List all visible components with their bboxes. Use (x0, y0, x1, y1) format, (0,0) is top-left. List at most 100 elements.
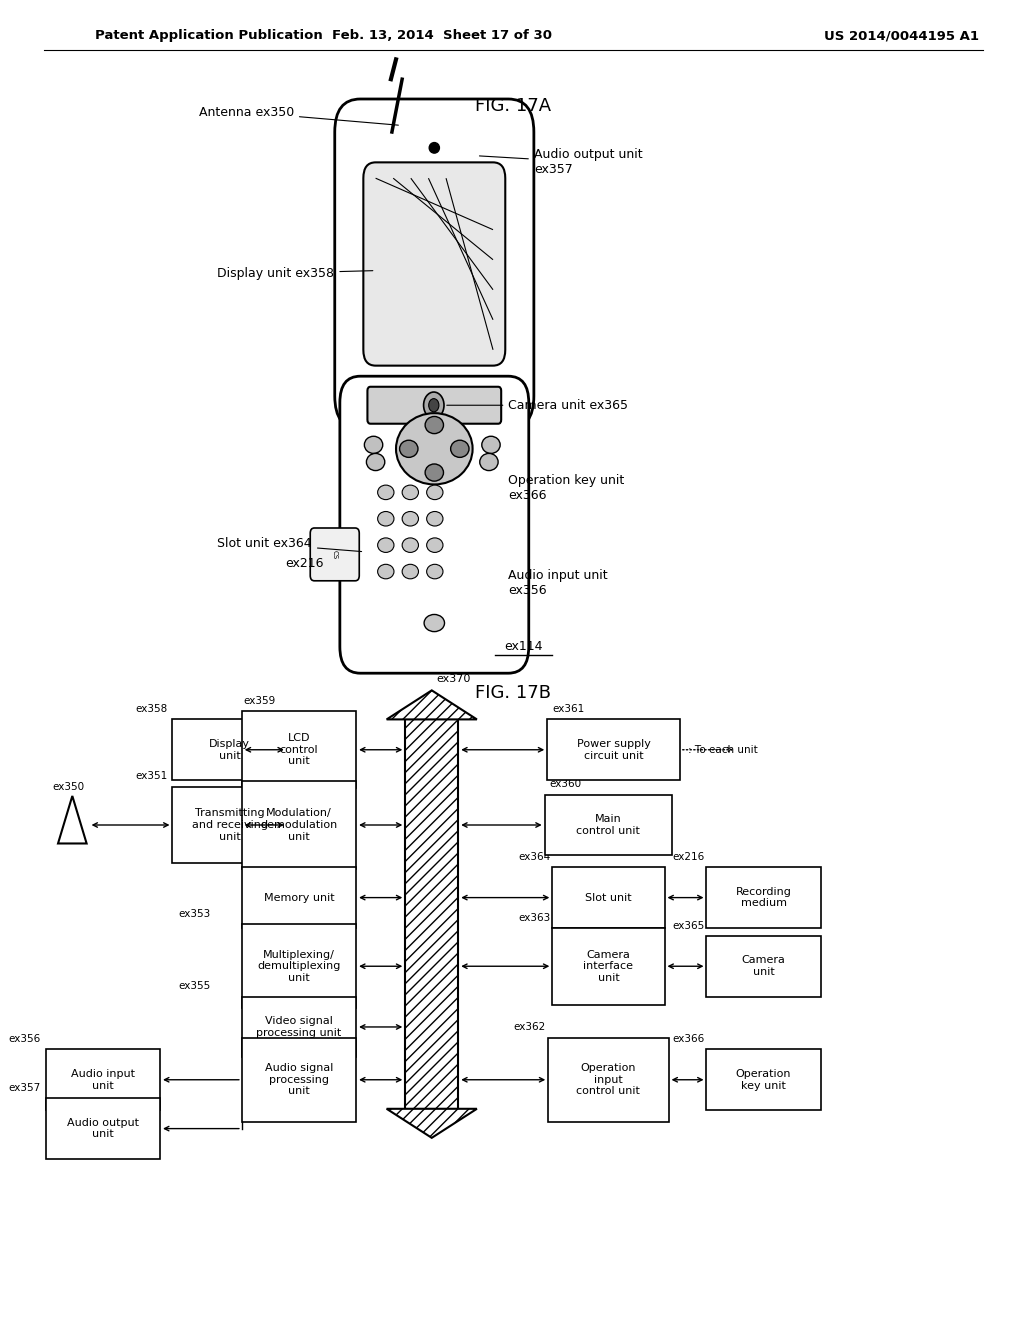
Text: Audio signal
processing
unit: Audio signal processing unit (265, 1063, 333, 1097)
Text: ex352: ex352 (244, 766, 276, 776)
Text: Operation key unit
ex366: Operation key unit ex366 (508, 474, 625, 503)
FancyBboxPatch shape (707, 936, 821, 997)
Circle shape (424, 392, 444, 418)
Text: Patent Application Publication: Patent Application Publication (95, 29, 323, 42)
Text: ex354: ex354 (244, 1022, 276, 1032)
FancyBboxPatch shape (46, 1098, 160, 1159)
Text: Modulation/
demodulation
unit: Modulation/ demodulation unit (260, 808, 338, 842)
Ellipse shape (480, 453, 498, 471)
Text: : To each unit: : To each unit (688, 744, 758, 755)
Ellipse shape (427, 539, 443, 553)
Text: ex357: ex357 (8, 1082, 41, 1093)
Text: Slot unit ex364: Slot unit ex364 (217, 537, 361, 552)
Ellipse shape (402, 511, 419, 525)
Text: Memory unit: Memory unit (264, 892, 334, 903)
FancyBboxPatch shape (172, 787, 287, 863)
Text: Recording
medium: Recording medium (735, 887, 792, 908)
Ellipse shape (481, 436, 500, 454)
Text: ex366: ex366 (672, 1034, 705, 1044)
Text: US 2014/0044195 A1: US 2014/0044195 A1 (824, 29, 979, 42)
Ellipse shape (425, 463, 443, 480)
Ellipse shape (429, 143, 439, 153)
Text: Operation
input
control unit: Operation input control unit (577, 1063, 640, 1097)
Ellipse shape (402, 484, 419, 500)
Text: Slot unit: Slot unit (585, 892, 632, 903)
FancyBboxPatch shape (364, 162, 505, 366)
FancyBboxPatch shape (707, 1049, 821, 1110)
FancyBboxPatch shape (242, 711, 356, 788)
Text: ex362: ex362 (514, 1022, 546, 1032)
FancyBboxPatch shape (242, 924, 356, 1008)
Text: FIG. 17A: FIG. 17A (475, 96, 552, 115)
FancyBboxPatch shape (310, 528, 359, 581)
Ellipse shape (427, 511, 443, 525)
Text: FIG. 17B: FIG. 17B (475, 684, 552, 702)
FancyBboxPatch shape (172, 719, 287, 780)
Ellipse shape (399, 440, 418, 458)
FancyBboxPatch shape (242, 997, 356, 1057)
FancyBboxPatch shape (547, 719, 680, 780)
Text: ex358: ex358 (135, 704, 167, 714)
Text: Camera unit ex365: Camera unit ex365 (446, 399, 629, 412)
Polygon shape (387, 1109, 477, 1138)
Text: ex365: ex365 (672, 920, 705, 931)
Text: ex216: ex216 (672, 851, 705, 862)
Polygon shape (387, 690, 477, 719)
Text: ex367: ex367 (180, 851, 213, 862)
FancyBboxPatch shape (242, 1038, 356, 1122)
Text: CS: CS (332, 550, 338, 558)
Text: ex351: ex351 (135, 771, 167, 781)
Text: ex355: ex355 (178, 981, 211, 991)
FancyBboxPatch shape (548, 1038, 669, 1122)
FancyBboxPatch shape (368, 387, 501, 424)
Text: ex216: ex216 (286, 557, 325, 570)
Text: ex370: ex370 (437, 673, 471, 684)
Text: Audio input
unit: Audio input unit (71, 1069, 135, 1090)
FancyBboxPatch shape (707, 867, 821, 928)
Ellipse shape (427, 484, 443, 500)
Text: Audio input unit
ex356: Audio input unit ex356 (508, 569, 608, 598)
Ellipse shape (425, 416, 443, 433)
Text: Main
control unit: Main control unit (577, 814, 640, 836)
Text: Audio output
unit: Audio output unit (67, 1118, 139, 1139)
Ellipse shape (365, 436, 383, 454)
Ellipse shape (451, 440, 469, 458)
Ellipse shape (427, 565, 443, 578)
Text: ex361: ex361 (552, 704, 585, 714)
Text: LCD
control
unit: LCD control unit (280, 733, 318, 767)
Ellipse shape (378, 511, 394, 525)
FancyBboxPatch shape (46, 1049, 160, 1110)
Text: Multiplexing/
demultiplexing
unit: Multiplexing/ demultiplexing unit (257, 949, 341, 983)
Ellipse shape (367, 453, 385, 471)
Text: Camera
unit: Camera unit (741, 956, 785, 977)
Polygon shape (406, 719, 459, 1109)
FancyBboxPatch shape (552, 928, 665, 1005)
Ellipse shape (378, 539, 394, 553)
Text: ex350: ex350 (52, 781, 84, 792)
Text: ex360: ex360 (550, 779, 582, 789)
Ellipse shape (378, 484, 394, 500)
Text: Power supply
circuit unit: Power supply circuit unit (577, 739, 650, 760)
Text: Camera
interface
unit: Camera interface unit (584, 949, 634, 983)
Circle shape (429, 399, 439, 412)
FancyBboxPatch shape (242, 867, 356, 928)
Ellipse shape (402, 539, 419, 553)
Text: ex353: ex353 (178, 908, 211, 919)
Ellipse shape (396, 413, 473, 484)
Text: ex114: ex114 (505, 640, 543, 653)
Text: ex363: ex363 (518, 912, 550, 923)
Text: ex356: ex356 (8, 1034, 41, 1044)
Ellipse shape (402, 565, 419, 578)
FancyBboxPatch shape (242, 781, 356, 869)
Text: Video signal
processing unit: Video signal processing unit (256, 1016, 342, 1038)
Text: Transmitting
and receiving
unit: Transmitting and receiving unit (191, 808, 267, 842)
Text: ex359: ex359 (244, 696, 276, 706)
FancyBboxPatch shape (340, 376, 528, 673)
Ellipse shape (424, 614, 444, 632)
FancyBboxPatch shape (335, 99, 534, 429)
Ellipse shape (378, 565, 394, 578)
Text: Antenna ex350: Antenna ex350 (199, 106, 398, 125)
Text: ex364: ex364 (518, 851, 550, 862)
FancyBboxPatch shape (545, 795, 672, 855)
Text: Feb. 13, 2014  Sheet 17 of 30: Feb. 13, 2014 Sheet 17 of 30 (332, 29, 552, 42)
